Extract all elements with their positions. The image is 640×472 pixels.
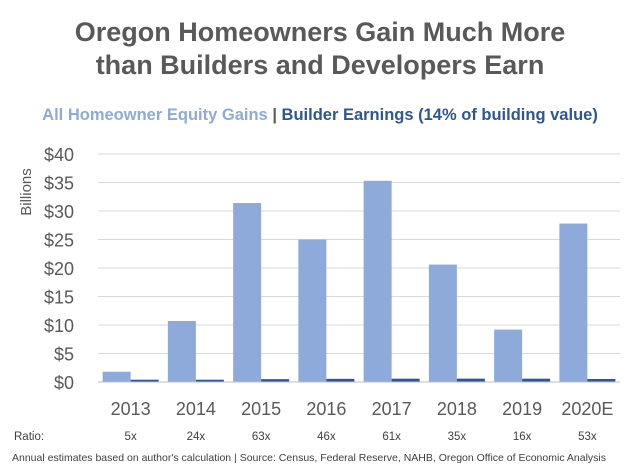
ratio-value: 24x (187, 431, 206, 443)
x-tick-label: 2019 (502, 399, 542, 419)
x-tick-label: 2014 (176, 399, 216, 419)
footer-note: Annual estimates based on author's calcu… (12, 452, 607, 464)
bar-homeowner-equity-gains (559, 223, 588, 382)
y-tick-label: $15 (44, 288, 74, 308)
ratio-value: 16x (513, 431, 532, 443)
y-tick-label: $10 (44, 316, 74, 336)
y-tick-label: $40 (44, 145, 74, 165)
ratio-value: 61x (382, 431, 401, 443)
ratio-value: 53x (578, 431, 597, 443)
ratio-value: 63x (252, 431, 271, 443)
x-tick-label: 2016 (306, 399, 346, 419)
bar-builder-earnings (587, 378, 616, 382)
x-tick-label: 2015 (241, 399, 281, 419)
ratio-row: 5x 24x 63x 46x 61x 35x 16x 53x Ratio: (14, 431, 597, 443)
ratio-value: 5x (125, 431, 137, 443)
y-tick-label: $35 (44, 174, 74, 194)
x-tick-label: 2017 (372, 399, 412, 419)
bar-homeowner-equity-gains (298, 239, 327, 382)
y-tick-label: $0 (54, 373, 74, 393)
bar-homeowner-equity-gains (363, 180, 392, 382)
bar-builder-earnings (195, 379, 224, 382)
bar-builder-earnings (522, 378, 551, 382)
bar-builder-earnings (391, 378, 420, 382)
x-tick-label: 2020E (561, 399, 613, 419)
y-axis-label: Billions (18, 168, 35, 216)
legend-series-1: All Homeowner Equity Gains (42, 106, 268, 124)
legend: All Homeowner Equity Gains | Builder Ear… (0, 106, 640, 125)
chart-title-line-2: than Builders and Developers Earn (95, 50, 545, 80)
x-tick-label: 2013 (111, 399, 151, 419)
bar-homeowner-equity-gains (167, 321, 196, 382)
legend-separator: | (272, 106, 277, 124)
y-tick-label: $30 (44, 202, 74, 222)
bar-homeowner-equity-gains (428, 264, 457, 382)
bar-builder-earnings (456, 378, 485, 382)
y-tick-label: $5 (54, 345, 74, 365)
x-tick-label: 2018 (437, 399, 477, 419)
bar-homeowner-equity-gains (494, 329, 523, 382)
y-axis: $0 $5 $10 $15 $20 $25 $30 $35 $40 Billions (18, 145, 74, 393)
y-tick-label: $25 (44, 231, 74, 251)
bar-builder-earnings (130, 379, 159, 382)
bars (102, 180, 616, 382)
bar-homeowner-equity-gains (233, 203, 262, 382)
legend-series-2: Builder Earnings (14% of building value) (281, 106, 598, 124)
chart-title: Oregon Homeowners Gain Much More than Bu… (0, 16, 640, 82)
x-axis: 2013 2014 2015 2016 2017 2018 2019 2020E (98, 381, 620, 419)
y-tick-label: $20 (44, 259, 74, 279)
bar-builder-earnings (261, 379, 290, 382)
bar-builder-earnings (326, 378, 355, 382)
ratio-value: 35x (448, 431, 467, 443)
chart-title-line-1: Oregon Homeowners Gain Much More (74, 17, 566, 47)
bar-homeowner-equity-gains (102, 371, 131, 382)
ratio-value: 46x (317, 431, 336, 443)
ratio-row-label: Ratio: (14, 431, 44, 443)
